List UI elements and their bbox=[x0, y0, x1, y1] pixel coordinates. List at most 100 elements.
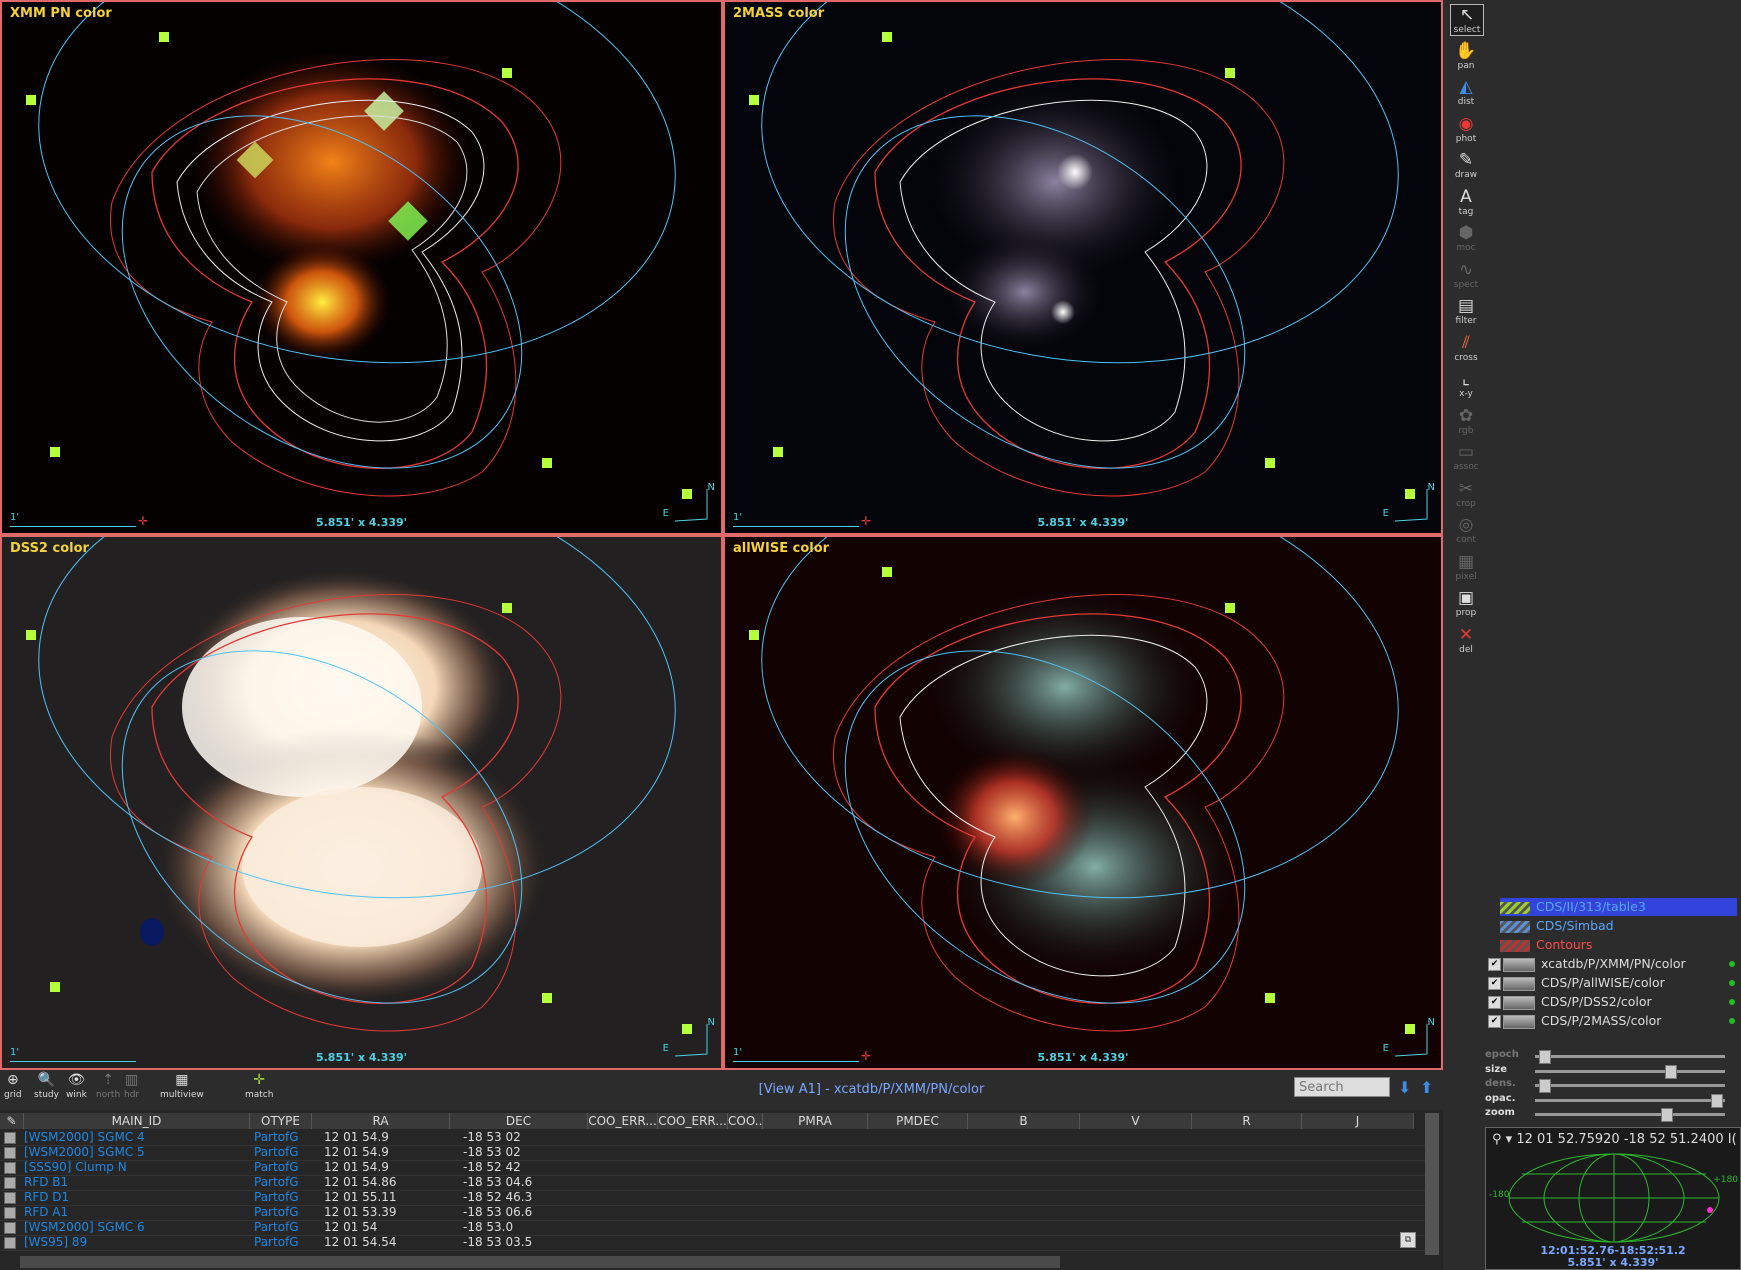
search-input[interactable] bbox=[1294, 1077, 1390, 1097]
layer-item[interactable]: Contours bbox=[1500, 936, 1592, 954]
cell-main-id[interactable]: [WS95] 89 bbox=[24, 1235, 88, 1249]
tool-select-button[interactable]: ↖ select bbox=[1450, 4, 1484, 36]
layer-item[interactable]: CDS/P/2MASS/color bbox=[1503, 1012, 1661, 1030]
view-panel-dss2[interactable]: DSS2 color 1' 5.851' x 4.339' N E bbox=[0, 535, 723, 1070]
row-select-box[interactable] bbox=[4, 1162, 16, 1174]
tool-phot-button[interactable]: ◉ phot bbox=[1450, 114, 1482, 144]
cell-main-id[interactable]: [SSS90] Clump N bbox=[24, 1160, 127, 1174]
slider-knob[interactable] bbox=[1661, 1108, 1673, 1122]
row-select-box[interactable] bbox=[4, 1237, 16, 1249]
slider-knob[interactable] bbox=[1664, 1064, 1677, 1079]
cell-otype[interactable]: PartofG bbox=[254, 1190, 299, 1204]
row-select-box[interactable] bbox=[4, 1207, 16, 1219]
tool-x-y-button[interactable]: ⌞ x-y bbox=[1450, 369, 1482, 399]
column-header[interactable]: DEC bbox=[450, 1113, 588, 1129]
column-header[interactable]: COO... bbox=[728, 1113, 767, 1129]
layer-item[interactable]: CDS/P/allWISE/color bbox=[1503, 974, 1665, 992]
cell-main-id[interactable]: RFD A1 bbox=[24, 1205, 69, 1219]
table-row[interactable]: [WS95] 89 PartofG 12 01 54.54 -18 53 03.5 bbox=[0, 1235, 1425, 1251]
cell-otype[interactable]: PartofG bbox=[254, 1160, 299, 1174]
compass-icon bbox=[1394, 489, 1428, 522]
cell-otype[interactable]: PartofG bbox=[254, 1205, 299, 1219]
tool-del-button[interactable]: ✕ del bbox=[1450, 625, 1482, 655]
cell-main-id[interactable]: RFD D1 bbox=[24, 1190, 70, 1204]
tool-pan-button[interactable]: ✋ pan bbox=[1450, 41, 1482, 71]
tool-cross-button[interactable]: ⫽ cross bbox=[1450, 333, 1482, 363]
arrow-up-icon[interactable]: ⬆ bbox=[1420, 1078, 1434, 1097]
column-header[interactable]: PMRA bbox=[763, 1113, 868, 1129]
row-select-box[interactable] bbox=[4, 1147, 16, 1159]
layer-item[interactable]: xcatdb/P/XMM/PN/color bbox=[1503, 955, 1686, 973]
detach-table-icon[interactable]: ⧉ bbox=[1400, 1232, 1416, 1248]
column-header[interactable]: R bbox=[1192, 1113, 1302, 1129]
catalog-layer-icon bbox=[1500, 920, 1530, 933]
view-panel-allwise[interactable]: allWISE color 1' ✛ 5.851' x 4.339' N E bbox=[723, 535, 1443, 1070]
tool-label: x-y bbox=[1459, 389, 1473, 399]
bottom-tool-study-button[interactable]: 🔍 study bbox=[34, 1072, 59, 1100]
layer-item[interactable]: CDS/II/313/table3 bbox=[1500, 898, 1737, 916]
table-row[interactable]: [WSM2000] SGMC 4 PartofG 12 01 54.9 -18 53 … bbox=[0, 1130, 1425, 1146]
row-select-box[interactable] bbox=[4, 1192, 16, 1204]
cell-main-id[interactable]: RFD B1 bbox=[24, 1175, 69, 1189]
cell-main-id[interactable]: [WSM2000] SGMC 5 bbox=[24, 1145, 145, 1159]
bottom-tool-grid-button[interactable]: ⊕ grid bbox=[4, 1072, 22, 1100]
row-select-box[interactable] bbox=[4, 1222, 16, 1234]
cell-otype[interactable]: PartofG bbox=[254, 1220, 299, 1234]
table-row[interactable]: RFD A1 PartofG 12 01 53.39 -18 53 06.6 bbox=[0, 1205, 1425, 1221]
column-header[interactable]: B bbox=[968, 1113, 1080, 1129]
navigator-coordinate[interactable]: 12 01 52.75920 -18 52 51.2400 I( bbox=[1516, 1132, 1737, 1147]
tool-prop-button[interactable]: ▣ prop bbox=[1450, 588, 1482, 618]
column-header[interactable]: MAIN_ID bbox=[24, 1113, 250, 1129]
table-row[interactable]: RFD D1 PartofG 12 01 55.11 -18 52 46.3 bbox=[0, 1190, 1425, 1206]
layer-visibility-checkbox[interactable]: ✔ bbox=[1488, 996, 1501, 1009]
tool-dist-button[interactable]: ◭ dist bbox=[1450, 77, 1482, 107]
column-header[interactable]: RA bbox=[312, 1113, 450, 1129]
navigator-panel[interactable]: ⚲ ▾ 12 01 52.75920 -18 52 51.2400 I( -18… bbox=[1485, 1127, 1741, 1270]
layer-visibility-checkbox[interactable]: ✔ bbox=[1488, 977, 1501, 990]
table-row[interactable]: [SSS90] Clump N PartofG 12 01 54.9 -18 52 4… bbox=[0, 1160, 1425, 1176]
column-header[interactable]: PMDEC bbox=[868, 1113, 968, 1129]
slider-opac-track[interactable] bbox=[1535, 1093, 1725, 1108]
tool-draw-button[interactable]: ✎ draw bbox=[1450, 150, 1482, 180]
layer-item[interactable]: CDS/Simbad bbox=[1500, 917, 1614, 935]
row-select-box[interactable] bbox=[4, 1177, 16, 1189]
row-select-box[interactable] bbox=[4, 1132, 16, 1144]
table-row[interactable]: [WSM2000] SGMC 6 PartofG 12 01 54 -18 53.0 bbox=[0, 1220, 1425, 1236]
bottom-tool-multiview-button[interactable]: ▦ multiview bbox=[160, 1072, 204, 1100]
column-header[interactable]: V bbox=[1080, 1113, 1192, 1129]
bottom-tool-label: hdr bbox=[124, 1090, 140, 1100]
tool-filter-button[interactable]: ▤ filter bbox=[1450, 296, 1482, 326]
bottom-tool-wink-button[interactable]: 👁 wink bbox=[66, 1072, 87, 1100]
cell-main-id[interactable]: [WSM2000] SGMC 4 bbox=[24, 1130, 145, 1144]
table-vscroll[interactable] bbox=[1425, 1113, 1439, 1255]
slider-knob[interactable] bbox=[1711, 1093, 1724, 1108]
cell-main-id[interactable]: [WSM2000] SGMC 6 bbox=[24, 1220, 145, 1234]
distance-icon: ◭ bbox=[1459, 77, 1473, 97]
pin-icon[interactable]: ✎ bbox=[0, 1113, 24, 1129]
column-header[interactable]: J bbox=[1302, 1113, 1414, 1129]
slider-size-track[interactable] bbox=[1535, 1064, 1725, 1079]
cell-otype[interactable]: PartofG bbox=[254, 1235, 299, 1249]
slider-zoom-track[interactable] bbox=[1535, 1108, 1725, 1122]
view-panel-xmm[interactable]: XMM PN color 1' ✛ 5.851' x 4.339' N E bbox=[0, 0, 723, 535]
bottom-tool-match-button[interactable]: ✛ match bbox=[245, 1072, 273, 1100]
table-row[interactable]: RFD B1 PartofG 12 01 54.86 -18 53 04.6 bbox=[0, 1175, 1425, 1191]
image-layer-icon bbox=[1503, 1014, 1535, 1029]
column-header[interactable]: OTYPE bbox=[250, 1113, 312, 1129]
cell-otype[interactable]: PartofG bbox=[254, 1175, 299, 1189]
cell-otype[interactable]: PartofG bbox=[254, 1130, 299, 1144]
column-header[interactable]: COO_ERR... bbox=[658, 1113, 728, 1129]
table-hscroll[interactable] bbox=[20, 1256, 1060, 1268]
assoc-icon: ▭ bbox=[1457, 442, 1475, 462]
column-header[interactable]: COO_ERR... bbox=[588, 1113, 658, 1129]
arrow-down-icon[interactable]: ⬇ bbox=[1398, 1078, 1412, 1097]
photometry-icon: ◉ bbox=[1458, 113, 1474, 134]
cell-otype[interactable]: PartofG bbox=[254, 1145, 299, 1159]
layer-visibility-checkbox[interactable]: ✔ bbox=[1488, 1015, 1501, 1028]
layer-visibility-checkbox[interactable]: ✔ bbox=[1488, 958, 1501, 971]
table-row[interactable]: [WSM2000] SGMC 5 PartofG 12 01 54.9 -18 53 … bbox=[0, 1145, 1425, 1161]
view-panel-2mass[interactable]: 2MASS color 1' ✛ 5.851' x 4.339' N E bbox=[723, 0, 1443, 535]
compass-icon bbox=[674, 489, 708, 522]
layer-item[interactable]: CDS/P/DSS2/color bbox=[1503, 993, 1652, 1011]
